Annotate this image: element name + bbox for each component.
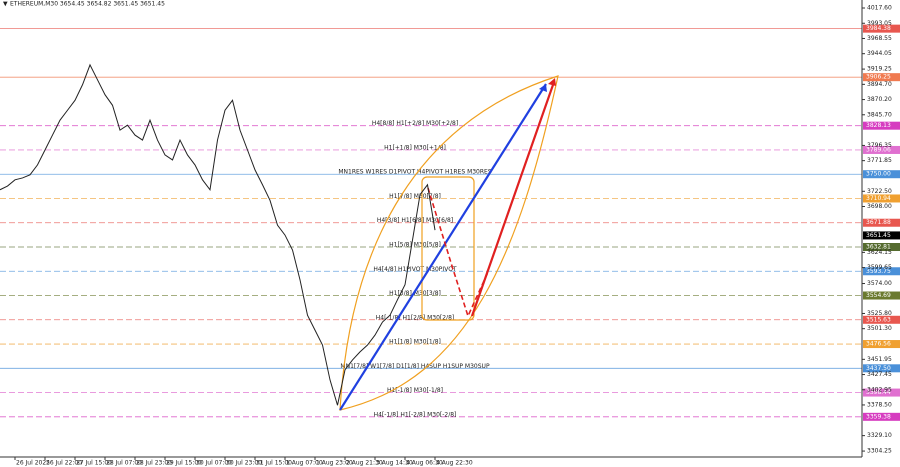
price-tag-label: 3554.69	[866, 292, 891, 299]
projection-path	[427, 187, 489, 319]
y-tick-label: 3919.25	[867, 66, 892, 73]
price-tag	[863, 194, 900, 203]
price-tag	[863, 364, 900, 373]
x-tick-label: 1 Aug 23:00	[316, 460, 353, 467]
last-price-label: 3651.45	[866, 232, 891, 239]
x-tick-label: 3 Aug 14:30	[376, 460, 413, 467]
level-note: MN1RES W1RES D1PIVOT H4PIVOT H1RES M30RE…	[338, 169, 491, 176]
level-note: H4[-1/8] H1[2/8] M30[2/8]	[376, 314, 454, 321]
price-tag	[863, 340, 900, 349]
y-tick-label: 3722.50	[867, 188, 892, 195]
price-tag-label: 3359.38	[866, 413, 891, 420]
chart-title: ETHEREUM,M30 3654.45 3654.82 3651.45 365…	[10, 1, 165, 8]
y-tick-label: 3378.50	[867, 401, 892, 408]
price-tag	[863, 243, 900, 252]
last-price-tag	[863, 231, 900, 240]
level-note: H4[4/8] H1PIVOT M30PIVOT	[373, 266, 457, 273]
price-tag-label: 3593.75	[866, 268, 891, 275]
x-tick-label: 30 Jul 07:00	[196, 460, 232, 467]
levels: 3984.38 3906.25 3828.13 H4[8/8] H1[+2/8] M3…	[0, 24, 900, 421]
zone-box	[421, 176, 475, 321]
y-tick-label: 3599.65	[867, 264, 892, 271]
level-note: H4[-1/8] H1[-2/8] M30[-2/8]	[374, 411, 457, 418]
y-tick-label: 3451.95	[867, 356, 892, 363]
y-tick-label: 3427.45	[867, 371, 892, 378]
y-tick-label: 3402.95	[867, 386, 892, 393]
price-tag	[863, 315, 900, 324]
y-tick-label: 3771.85	[867, 157, 892, 164]
y-tick-label: 3525.80	[867, 310, 892, 317]
level-note: H1[7/8] M30[7/8]	[389, 193, 441, 200]
trend-line	[339, 83, 547, 411]
y-tick-label: 3968.55	[867, 35, 892, 42]
price-tag-label: 3632.81	[866, 244, 891, 251]
price-tag	[863, 267, 900, 276]
price-tag	[863, 388, 900, 397]
y-tick-label: 3574.00	[867, 280, 892, 287]
drawings	[339, 75, 559, 411]
x-tick-label: 28 Jul 07:00	[106, 460, 142, 467]
level-note: H1[3/8] M30[3/8]	[389, 290, 441, 297]
price-tag	[863, 412, 900, 421]
price-tag	[863, 121, 900, 130]
price-tag-label: 3398.44	[866, 389, 891, 396]
x-tick-label: 27 Jul 15:00	[76, 460, 112, 467]
price-tag-label: 3789.06	[866, 146, 891, 153]
price-tag	[863, 170, 900, 179]
y-tick-label: 3993.05	[867, 20, 892, 27]
x-tick-label: 31 Jul 15:00	[256, 460, 292, 467]
price-tag-label: 3437.50	[866, 365, 891, 372]
level-note: H1[+1/8] M30[+1/8]	[384, 144, 446, 151]
y-tick-label: 3329.10	[867, 432, 892, 439]
price-tag	[863, 145, 900, 154]
y-tick-label: 3698.00	[867, 203, 892, 210]
x-tick-label: 4 Aug 22:30	[436, 460, 473, 467]
level-note: H1[5/8] M30[5/8]	[389, 242, 441, 249]
x-tick-label: 29 Jul 15:00	[166, 460, 202, 467]
y-tick-label: 3796.35	[867, 142, 892, 149]
y-tick-label: 3501.30	[867, 325, 892, 332]
arrow-head	[539, 84, 547, 92]
x-tick-label: 2 Aug 21:30	[346, 460, 383, 467]
price-tag-label: 3906.25	[866, 74, 891, 81]
price-tag-label: 3671.88	[866, 219, 891, 226]
price-tag-label: 3828.13	[866, 122, 891, 129]
y-tick-label: 3870.20	[867, 96, 892, 103]
x-tick-label: 1 Aug 07:00	[286, 460, 323, 467]
price-tag	[863, 24, 900, 33]
level-note: H1[1/8] M30[1/8]	[389, 339, 441, 346]
level-note: MN1[7/8] W1[7/8] D1[1/8] H4SUP H1SUP M30…	[340, 363, 490, 370]
price-tag-label: 3515.63	[866, 316, 891, 323]
menu-arrow: ▼	[3, 1, 8, 8]
x-tick-label: 4 Aug 06:30	[406, 460, 443, 467]
y-tick-label: 4017.60	[867, 5, 892, 12]
price-tag-label: 3750.00	[866, 171, 891, 178]
fib-curve	[339, 75, 559, 411]
y-tick-label: 3624.15	[867, 249, 892, 256]
x-tick-label: 28 Jul 23:00	[136, 460, 172, 467]
y-tick-label: 3894.70	[867, 81, 892, 88]
y-tick-label: 3845.70	[867, 111, 892, 118]
price-tag	[863, 218, 900, 227]
price-tag-label: 3710.94	[866, 195, 891, 202]
x-tick-label: 30 Jul 23:00	[226, 460, 262, 467]
level-note: H4[8/8] H1[+2/8] M30[+2/8]	[372, 120, 458, 127]
y-tick-label: 3944.05	[867, 50, 892, 57]
arrow-head	[548, 78, 556, 86]
x-tick-label: 26 Jul 22:00	[46, 460, 82, 467]
price-tag-label: 3984.38	[866, 25, 891, 32]
x-tick-label: 26 Jul 2025	[16, 460, 50, 467]
level-note: H4[3/8] H1[6/8] M30[6/8]	[377, 217, 453, 224]
price-tag	[863, 291, 900, 300]
price-line	[0, 63, 436, 406]
level-note: H1[-1/8] M30[-1/8]	[387, 387, 443, 394]
y-tick-label: 3304.25	[867, 448, 892, 455]
price-tag	[863, 73, 900, 82]
price-tag-label: 3476.56	[866, 341, 891, 348]
